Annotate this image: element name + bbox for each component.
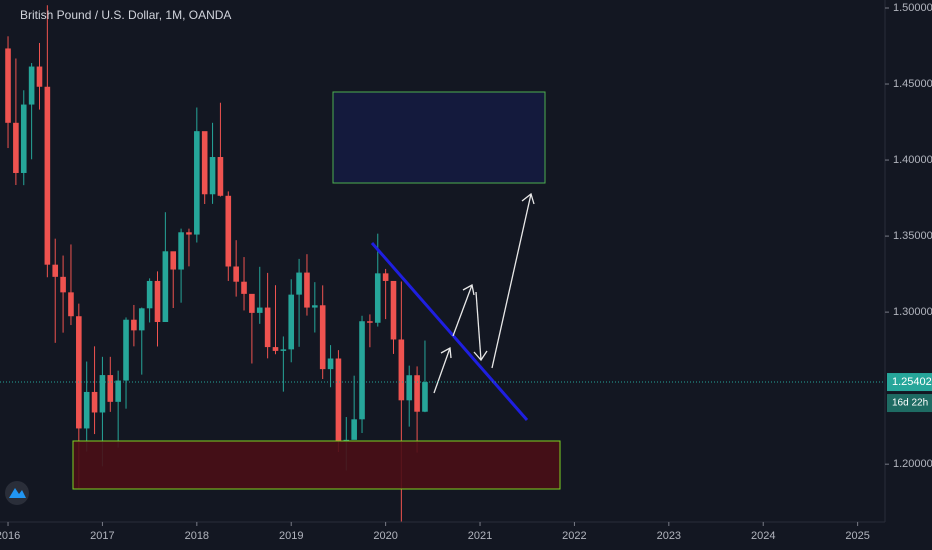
trend-line: [370, 242, 529, 421]
x-tick-label: 2021: [468, 530, 492, 542]
candle-body: [99, 375, 106, 413]
candle-body: [249, 293, 255, 313]
x-tick-label: 2022: [562, 530, 586, 542]
candle-body: [390, 280, 397, 340]
candle-body: [36, 66, 43, 87]
candle-body: [312, 305, 318, 308]
candle-body: [272, 347, 279, 351]
candle-body: [367, 321, 373, 323]
candle-body: [162, 251, 169, 323]
x-tick-label: 2017: [90, 530, 114, 542]
candle-body: [5, 48, 11, 123]
x-tick-label: 2018: [185, 530, 209, 542]
last-price-label: 1.25402: [892, 376, 932, 388]
candle-body: [201, 131, 208, 195]
supply-zone: [332, 91, 546, 184]
x-tick-label: 2019: [279, 530, 303, 542]
candle-body: [406, 375, 413, 401]
candle-body: [60, 276, 66, 293]
countdown-box: [887, 394, 932, 413]
y-tick-label: 1.30000: [893, 306, 932, 318]
candle-body: [138, 308, 145, 331]
candle-body: [280, 349, 287, 351]
candle-body: [178, 232, 184, 270]
candle-body: [304, 272, 310, 308]
y-tick-label: 1.50000: [893, 2, 932, 14]
candle-body: [123, 319, 129, 381]
candle-body: [115, 380, 121, 402]
candle-body: [319, 305, 326, 370]
x-tick-label: 2024: [751, 530, 775, 542]
candle-body: [241, 281, 247, 294]
demand-zone: [72, 440, 561, 490]
candle-body: [68, 292, 74, 317]
candle-body: [52, 264, 59, 277]
candle-body: [264, 307, 271, 348]
candle-body: [76, 316, 82, 429]
candle-body: [217, 157, 224, 196]
y-tick-label: 1.40000: [893, 154, 932, 166]
candle-body: [398, 339, 405, 401]
candle-body: [170, 251, 177, 270]
candle-body: [44, 86, 51, 265]
chart-title: British Pound / U.S. Dollar, 1M, OANDA: [20, 8, 231, 22]
candle-body: [359, 321, 365, 420]
y-tick-label: 1.35000: [893, 230, 932, 242]
candle-body: [225, 195, 232, 267]
y-tick-label: 1.45000: [893, 78, 932, 90]
candle-body: [327, 358, 334, 370]
y-tick-label: 1.20000: [893, 458, 932, 470]
candle-body: [107, 375, 114, 402]
candle-body: [414, 375, 420, 412]
candle-body: [288, 294, 295, 350]
x-tick-label: 2025: [845, 530, 869, 542]
candle-body: [296, 272, 302, 295]
candle-body: [343, 439, 350, 441]
x-tick-label: 2020: [373, 530, 397, 542]
arrows: [433, 192, 535, 394]
last-price-box: [887, 373, 932, 392]
drawings: [72, 91, 561, 490]
candle-body: [382, 273, 389, 281]
candle-body: [233, 266, 239, 282]
candle-body: [13, 122, 19, 173]
candle-body: [91, 391, 98, 413]
candle-body: [83, 391, 90, 429]
candle-body: [146, 280, 153, 309]
candle-body: [335, 358, 342, 441]
x-tick-label: 2016: [0, 530, 20, 542]
candles: [5, 5, 428, 522]
candle-body: [20, 104, 27, 173]
logo: [5, 481, 29, 505]
candle-body: [194, 131, 200, 235]
candle-body: [154, 280, 161, 323]
candle-body: [374, 273, 381, 323]
candle-body: [131, 319, 137, 331]
candle-body: [28, 66, 35, 105]
candle-body: [209, 157, 216, 195]
candle-body: [351, 419, 357, 440]
countdown-label: 16d 22h: [892, 398, 928, 409]
candle-body: [422, 382, 428, 412]
x-tick-label: 2023: [657, 530, 681, 542]
candle-body: [256, 307, 263, 313]
candle-body: [186, 232, 192, 235]
